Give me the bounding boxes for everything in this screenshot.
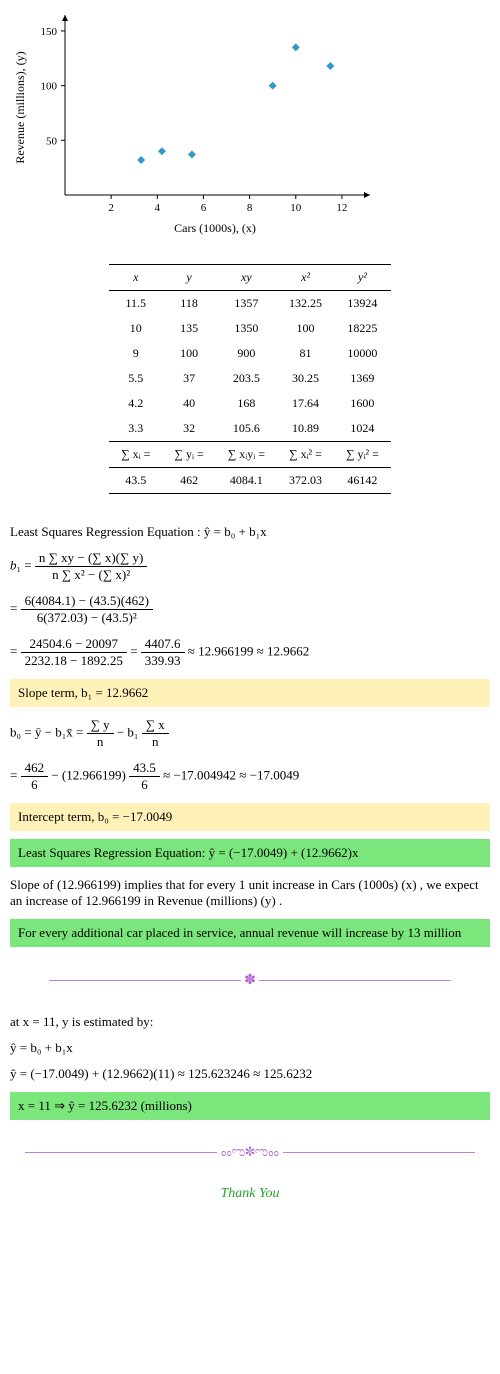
b1s2-den: 2232.18 − 1892.25	[21, 653, 127, 669]
b1s1-num: 6(4084.1) − (43.5)(462)	[21, 593, 153, 610]
b0-minus: − b₁	[117, 724, 142, 739]
b1-result-box: Slope term, b₁ = 12.9662	[10, 679, 490, 707]
regression-title: Least Squares Regression Equation : ŷ = …	[10, 524, 490, 540]
section-divider-2: ೲಌ✽ಌೲ	[10, 1145, 490, 1161]
prediction-eq1: ŷ = b₀ + b₁x	[10, 1040, 490, 1056]
svg-text:Revenue (millions), (y): Revenue (millions), (y)	[13, 51, 27, 163]
prediction-eq2: ŷ = (−17.0049) + (12.9662)(11) ≈ 125.623…	[10, 1066, 490, 1082]
svg-text:12: 12	[336, 202, 347, 214]
svg-text:6: 6	[201, 202, 207, 214]
b0-f: b₀ = ȳ − b₁x̄ =	[10, 724, 87, 739]
b1s3-den: 339.93	[141, 653, 185, 669]
b0d1: n	[87, 734, 114, 750]
b0sd1: 6	[21, 777, 49, 793]
b1-approx: ≈ 12.966199 ≈ 12.9662	[188, 643, 310, 658]
b0n2: ∑ x	[142, 717, 169, 734]
svg-text:Cars (1000s), (x): Cars (1000s), (x)	[174, 221, 256, 235]
interpretation-box: For every additional car placed in servi…	[10, 919, 490, 947]
b0-mid: − (12.966199)	[51, 767, 126, 782]
scatter-chart: 2 4 6 8 10 12 50 100 150 Cars (1000s), (x) Revenue…	[10, 10, 490, 244]
b1s3-num: 4407.6	[141, 636, 185, 653]
b0-approx: ≈ −17.004942 ≈ −17.0049	[163, 767, 299, 782]
svg-text:150: 150	[41, 26, 58, 38]
b0-result-box: Intercept term, b₀ = −17.0049	[10, 803, 490, 831]
svg-text:4: 4	[155, 202, 161, 214]
prediction-intro: at x = 11, y is estimated by:	[10, 1014, 490, 1030]
b1-step1: = 6(4084.1) − (43.5)(462)6(372.03) − (43…	[10, 593, 490, 626]
final-equation-box: Least Squares Regression Equation: ŷ = (…	[10, 839, 490, 867]
svg-text:8: 8	[247, 202, 253, 214]
data-table: xyxyx²y² 11.51181357132.2513924101351350…	[109, 264, 391, 494]
b1-step2: = 24504.6 − 200972232.18 − 1892.25 = 440…	[10, 636, 490, 669]
section-divider-1: ✽	[10, 972, 490, 989]
prediction-box: x = 11 ⇒ ŷ = 125.6232 (millions)	[10, 1092, 490, 1120]
b0-formula: b₀ = ȳ − b₁x̄ = ∑ yn − b₁ ∑ xn	[10, 717, 490, 750]
b0n1: ∑ y	[87, 717, 114, 734]
b1s1-den: 6(372.03) − (43.5)²	[21, 610, 153, 626]
b0sd2: 6	[129, 777, 160, 793]
b0sn2: 43.5	[129, 760, 160, 777]
svg-text:10: 10	[290, 202, 302, 214]
interpretation-text: Slope of (12.966199) implies that for ev…	[10, 877, 490, 909]
b0sn1: 462	[21, 760, 49, 777]
b1-formula: b₁ = n ∑ xy − (∑ x)(∑ y)n ∑ x² − (∑ x)²	[10, 550, 490, 583]
thank-you-text: Thank You	[10, 1186, 490, 1202]
b1s2-num: 24504.6 − 20097	[21, 636, 127, 653]
b0-step: = 4626 − (12.966199) 43.56 ≈ −17.004942 …	[10, 760, 490, 793]
svg-text:50: 50	[46, 135, 58, 147]
b1-den: n ∑ x² − (∑ x)²	[35, 567, 147, 583]
svg-text:100: 100	[41, 81, 58, 93]
b1-num: n ∑ xy − (∑ x)(∑ y)	[35, 550, 147, 567]
svg-text:2: 2	[108, 202, 114, 214]
b0d2: n	[142, 734, 169, 750]
